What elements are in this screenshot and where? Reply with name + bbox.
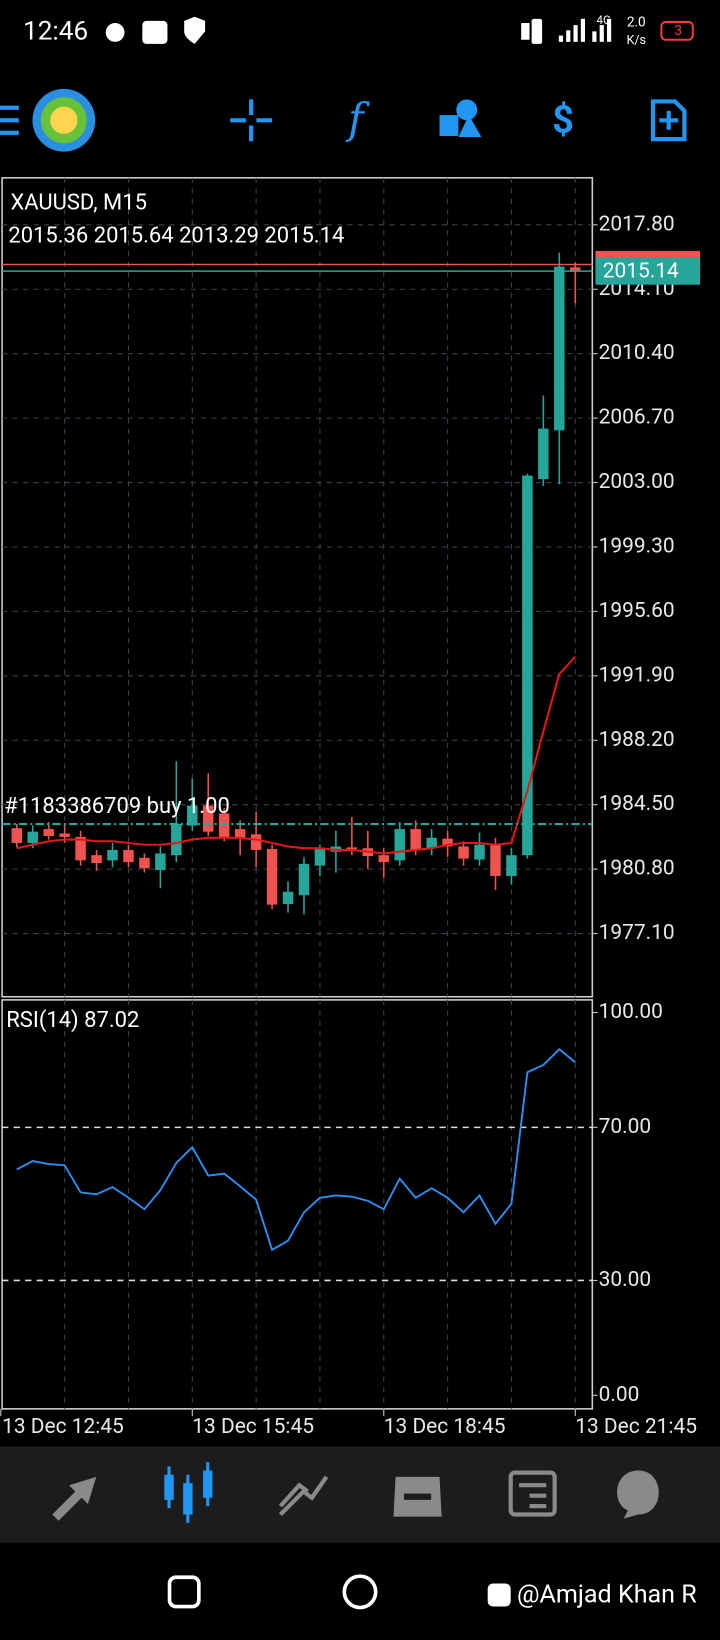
rsi-line [16,1048,576,1252]
ohlc-readout: 2015.36 2015.64 2013.29 2015.14 [8,223,344,248]
y-tick-label: 2017.80 [599,212,675,236]
net-speed: 2.0 [627,15,646,31]
bid-label-box [595,257,701,285]
open-value: 2015.36 [8,223,88,248]
watermark-icon [487,1583,511,1607]
candle-body [43,829,54,837]
candle-body [234,829,246,838]
battery [660,20,694,41]
candle-body [490,844,501,877]
candle-body [282,891,294,904]
candle-body [139,857,150,869]
candle-body [123,849,134,863]
high-value: 2015.64 [94,223,174,248]
x-tick-label: 13 Dec 12:45 [2,1415,124,1439]
y-tick-label: 1980.80 [599,857,675,881]
candle-body [266,849,278,905]
chats-tab[interactable] [617,1470,659,1519]
candle-body [394,829,405,861]
candle-body [107,849,118,861]
history-tab[interactable] [393,1476,442,1517]
indicators-tool[interactable]: f [345,94,370,143]
order-label: #1183386709 buy 1.00 [4,794,230,819]
candle-body [187,805,198,826]
news-tab[interactable] [508,1470,557,1517]
candle-body [538,428,549,480]
status-icons [105,16,612,44]
network-type: 4G [597,13,611,27]
chart-title: XAUUSD, M15 [10,191,146,216]
candle-body [75,836,86,861]
candle-body [554,266,565,431]
clock: 12:46 [23,16,88,46]
candle-body [522,475,533,856]
tab-bar [0,1446,720,1543]
low-value: 2013.29 [179,223,259,248]
y-tick-label: 1991.90 [599,663,675,687]
rsi-panel [1,999,594,1410]
trade-tool[interactable]: $ [552,98,574,142]
candle-body [378,855,390,863]
home-button[interactable] [342,1574,378,1610]
candle-body [155,853,166,870]
y-tick-label: 70.00 [599,1115,652,1139]
candle-body [410,829,421,850]
y-tick-label: 2010.40 [599,341,675,365]
y-tick-label: 1984.50 [599,792,675,816]
new-order-tool[interactable] [650,99,687,142]
candle-body [11,828,23,843]
quotes-tab[interactable] [52,1476,97,1521]
bid-label: 2015.14 [603,260,679,284]
candle-body [298,863,310,896]
y-tick-label: 1999.30 [599,535,675,559]
app-logo[interactable] [32,88,96,152]
x-tick-label: 13 Dec 15:45 [192,1415,314,1439]
candle-body [171,823,182,856]
crosshair-tool[interactable] [230,99,273,142]
price-chart: 2017.802014.102010.402006.702003.001999.… [2,177,701,997]
y-tick-label: 1977.10 [599,921,675,945]
candle-body [570,267,581,272]
candle-body [426,837,437,849]
candle-body [474,844,485,860]
candle-body [506,855,517,877]
candle-body [91,855,102,864]
moving-average [16,655,577,855]
y-tick-label: 2003.00 [599,470,675,494]
net-speed-unit: K/s [627,33,647,48]
y-tick-label: 30.00 [599,1268,652,1292]
candle-body [346,847,358,850]
x-tick-label: 13 Dec 18:45 [384,1415,506,1439]
candle-body [314,849,326,866]
candle-body [250,834,262,850]
candle-body [458,846,469,859]
candle-body [59,833,70,837]
rsi-chart: 100.00 70.00 30.00 0.00 13 Dec 12:45 13 Dec 1… [0,999,697,1439]
candle-body [203,805,214,832]
candle-body [218,813,230,838]
menu-button[interactable] [0,105,19,135]
objects-tool[interactable] [439,99,482,138]
y-tick-label: 1995.60 [599,599,675,623]
rsi-value: 87.02 [84,1008,139,1033]
x-tick-label: 13 Dec 21:45 [575,1415,697,1439]
watermark: @Amjad Khan R [517,1581,697,1610]
main-panel [1,177,594,998]
y-tick-label: 1988.20 [599,728,675,752]
candle-body [442,838,453,847]
battery-level: 3 [674,23,682,39]
chart-tab[interactable] [164,1462,213,1523]
rsi-name: RSI(14) [6,1008,78,1033]
y-tick-label: 100.00 [599,1000,663,1024]
close-value: 2015.14 [264,223,344,248]
rsi-title: RSI(14) 87.02 [6,1008,139,1033]
recents-button[interactable] [167,1575,201,1609]
candle-body [27,831,38,843]
y-tick-label: 0.00 [599,1383,640,1407]
y-tick-label: 2006.70 [599,406,675,430]
trade-tab[interactable] [278,1475,329,1516]
